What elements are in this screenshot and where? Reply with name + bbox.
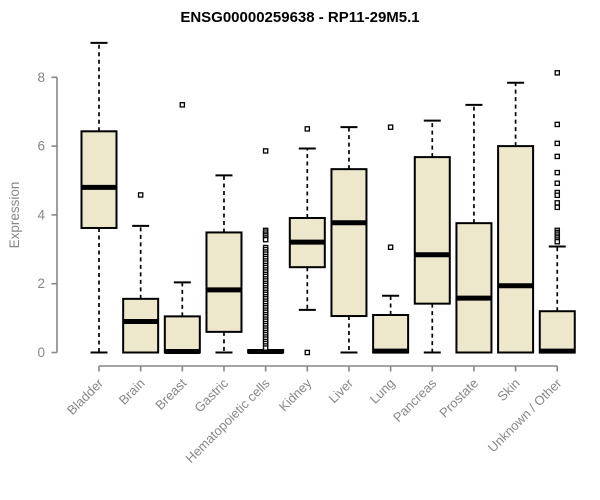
outlier-point (554, 121, 561, 128)
outlier-point (262, 345, 269, 351)
y-tick-label: 6 (37, 139, 45, 154)
box (330, 168, 368, 318)
outlier-point (387, 244, 394, 250)
x-tick-label: Kidney (276, 375, 315, 414)
outlier-point (179, 102, 186, 108)
x-tick-label: Bladder (64, 375, 107, 418)
outlier-point (554, 70, 561, 76)
outlier-point (262, 148, 269, 154)
x-tick-label: Breast (152, 375, 189, 412)
x-tick-label: Lung (367, 376, 398, 407)
x-tick-label: Prostate (436, 376, 481, 421)
outlier-point (554, 169, 561, 176)
box (122, 297, 160, 354)
x-tick-label: Gastric (191, 375, 231, 415)
chart-title: ENSG00000259638 - RP11-29M5.1 (180, 9, 420, 26)
outlier-point (554, 238, 561, 245)
outlier-point (304, 349, 311, 356)
x-tick-label: Brain (116, 376, 148, 408)
outlier-point (387, 124, 394, 130)
y-tick-label: 2 (37, 276, 45, 291)
outlier-point (554, 140, 561, 147)
x-tick-label: Skin (494, 376, 522, 404)
outlier-point (137, 192, 144, 198)
box (455, 222, 493, 354)
x-tick-label: Unknown / Other (485, 375, 565, 455)
box (538, 310, 576, 354)
outlier-point (304, 126, 311, 132)
outlier-point (554, 180, 561, 187)
box (163, 315, 201, 354)
box (413, 156, 451, 305)
box (205, 231, 243, 333)
box (80, 130, 118, 229)
outlier-point (554, 153, 561, 160)
box (497, 145, 535, 354)
x-tick-label: Liver (326, 375, 357, 406)
y-tick-label: 4 (37, 207, 45, 222)
outlier-point (554, 192, 561, 199)
outlier-point (554, 204, 561, 211)
y-tick-label: 0 (37, 345, 45, 360)
outlier-point (554, 200, 561, 206)
x-tick-label: Pancreas (390, 375, 440, 425)
y-tick-label: 8 (37, 70, 45, 85)
box (372, 314, 410, 354)
outlier-point (262, 236, 269, 243)
